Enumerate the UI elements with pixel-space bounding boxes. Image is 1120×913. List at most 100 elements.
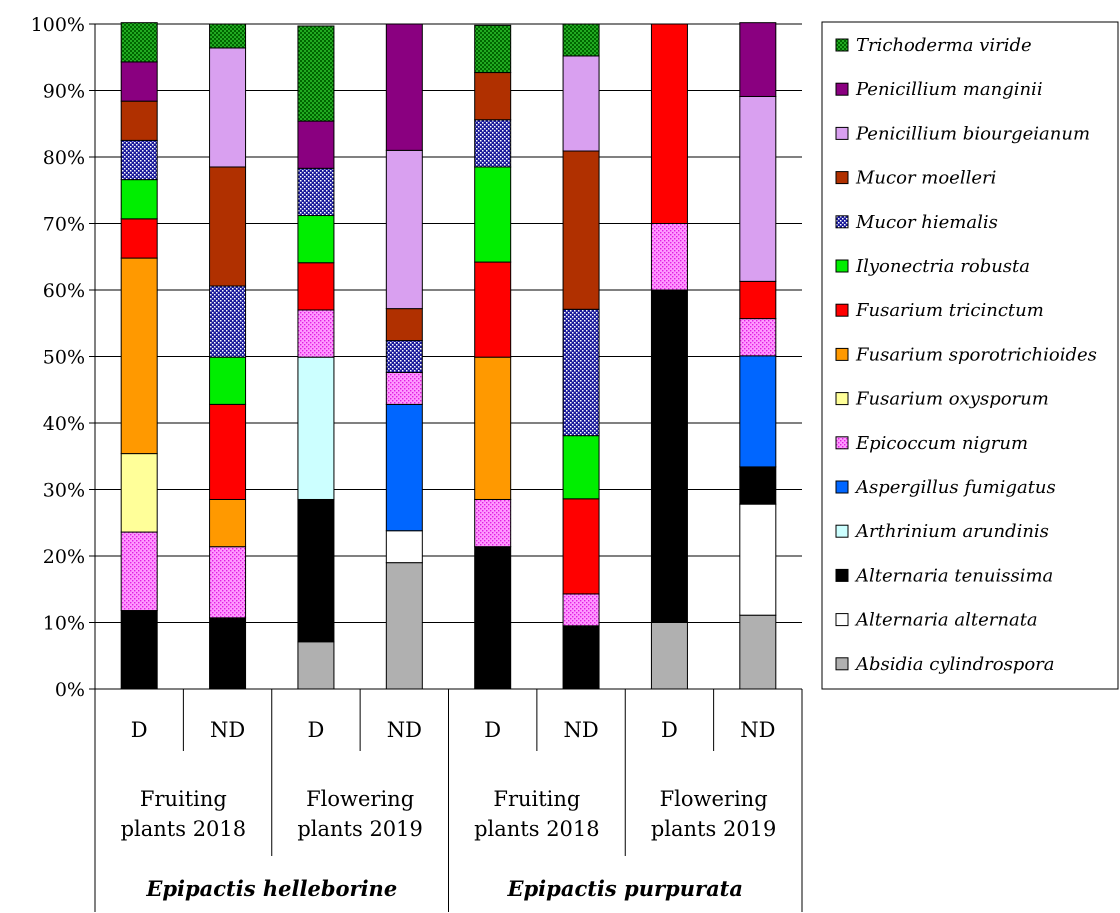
bar-segment [739,318,777,357]
legend-swatch [835,126,849,140]
gridlines [95,23,802,623]
bar-segment [474,261,512,358]
y-tick-label: 70% [43,214,85,236]
legend-swatch [835,613,849,627]
bar-segment [120,61,158,102]
bar-segment [385,403,423,532]
x-tick-label: D [661,718,678,742]
bar-segment [297,25,335,122]
y-axis-ticks: 0% 10% 20% 30% 40% 50% 60% 70% 80% 90% 100% [31,14,95,701]
legend-label: Epicoccum nigrum [855,433,1028,454]
group-label-line2: plants 2018 [474,817,600,841]
legend-label: Penicillium biourgeianum [855,123,1090,144]
legend-swatch [835,568,849,582]
x-tick-label: ND [387,718,422,742]
bar-segment [297,262,335,311]
bar-segment [209,617,247,690]
bar-segment [385,23,423,151]
bar-segment [120,531,158,612]
bar-segment [297,120,335,169]
bar-segment [209,498,247,548]
y-tick-label: 100% [31,14,85,36]
x-tick-label: ND [210,718,245,742]
group-label-line2: plants 2019 [297,817,423,841]
legend-label: Ilyonectria robusta [855,256,1030,277]
y-tick-label: 50% [43,347,85,369]
bar-segment [474,546,512,690]
legend-swatch [835,480,849,494]
y-tick-label: 30% [43,480,85,502]
x-tick-label: D [131,718,148,742]
bar-segment [209,356,247,405]
legend-swatch [835,171,849,185]
y-tick-label: 80% [43,147,85,169]
bar-segment [739,95,777,282]
legend-box [821,21,1119,690]
bar-segment [739,355,777,468]
legend-label: Mucor moelleri [855,168,996,189]
bar-segment [562,150,600,310]
legend-swatch [835,259,849,273]
legend-label: Penicillium manginii [855,79,1043,100]
bar-segment [385,562,423,690]
legend-label: Trichoderma viride [856,35,1032,56]
bar-segment [562,55,600,152]
bar-segment [474,72,512,121]
bars [120,22,777,690]
bar-segment [209,23,247,49]
bar-segment [120,257,158,455]
bar-segment [120,218,158,259]
bar-segment [385,340,423,373]
legend-swatch [835,303,849,317]
bar-segment [297,498,335,643]
y-tick-label: 90% [43,81,85,103]
x-tick-label: ND [563,718,598,742]
bar-segment [385,308,423,342]
legend-swatch [835,392,849,406]
bar-segment [385,371,423,405]
bar-segment [209,285,247,358]
bar-segment [474,119,512,168]
legend-label: Alternaria alternata [854,610,1038,631]
bar-segment [120,453,158,533]
bar-segment [209,403,247,500]
bar-segment [209,166,247,287]
group-label-line1: Fruiting [493,787,580,811]
bar-segment [474,356,512,500]
bar-segment [297,641,335,690]
bar-segment [297,309,335,358]
x-tick-label: D [484,718,501,742]
species-label: Epipactis helleborine [145,876,397,901]
legend-swatch [835,82,849,96]
x-tick-label: D [308,718,325,742]
legend-label: Arthrinium arundinis [854,521,1049,542]
legend-swatch [835,524,849,538]
bar-segment [739,503,777,616]
bar-segment [120,179,158,220]
x-tick-label: ND [740,718,775,742]
bar-segment [650,622,688,690]
y-tick-label: 20% [43,546,85,568]
group-label-line1: Flowering [660,787,768,811]
category-axis: D ND D ND D ND D ND Fruiting plants 2018 Flowering… [121,689,777,912]
bar-segment [562,625,600,690]
legend-swatch [835,215,849,229]
bar-segment [120,610,158,690]
bar-segment [385,530,423,564]
legend-swatch [835,38,849,52]
bar-segment [120,139,158,181]
bar-segment [650,223,688,291]
bar-segment [385,149,423,310]
bar-segment [739,614,777,690]
bar-segment [297,215,335,264]
legend: Trichoderma viride Penicillium manginii Pe… [821,21,1119,690]
species-label: Epipactis purpurata [506,876,743,901]
bar-segment [650,289,688,623]
legend-label: Fusarium tricinctum [855,300,1044,321]
group-label-line2: plants 2019 [651,817,777,841]
bar-segment [562,23,600,57]
legend-label: Mucor hiemalis [855,212,998,233]
bar-segment [297,167,335,217]
y-tick-label: 10% [43,613,85,635]
